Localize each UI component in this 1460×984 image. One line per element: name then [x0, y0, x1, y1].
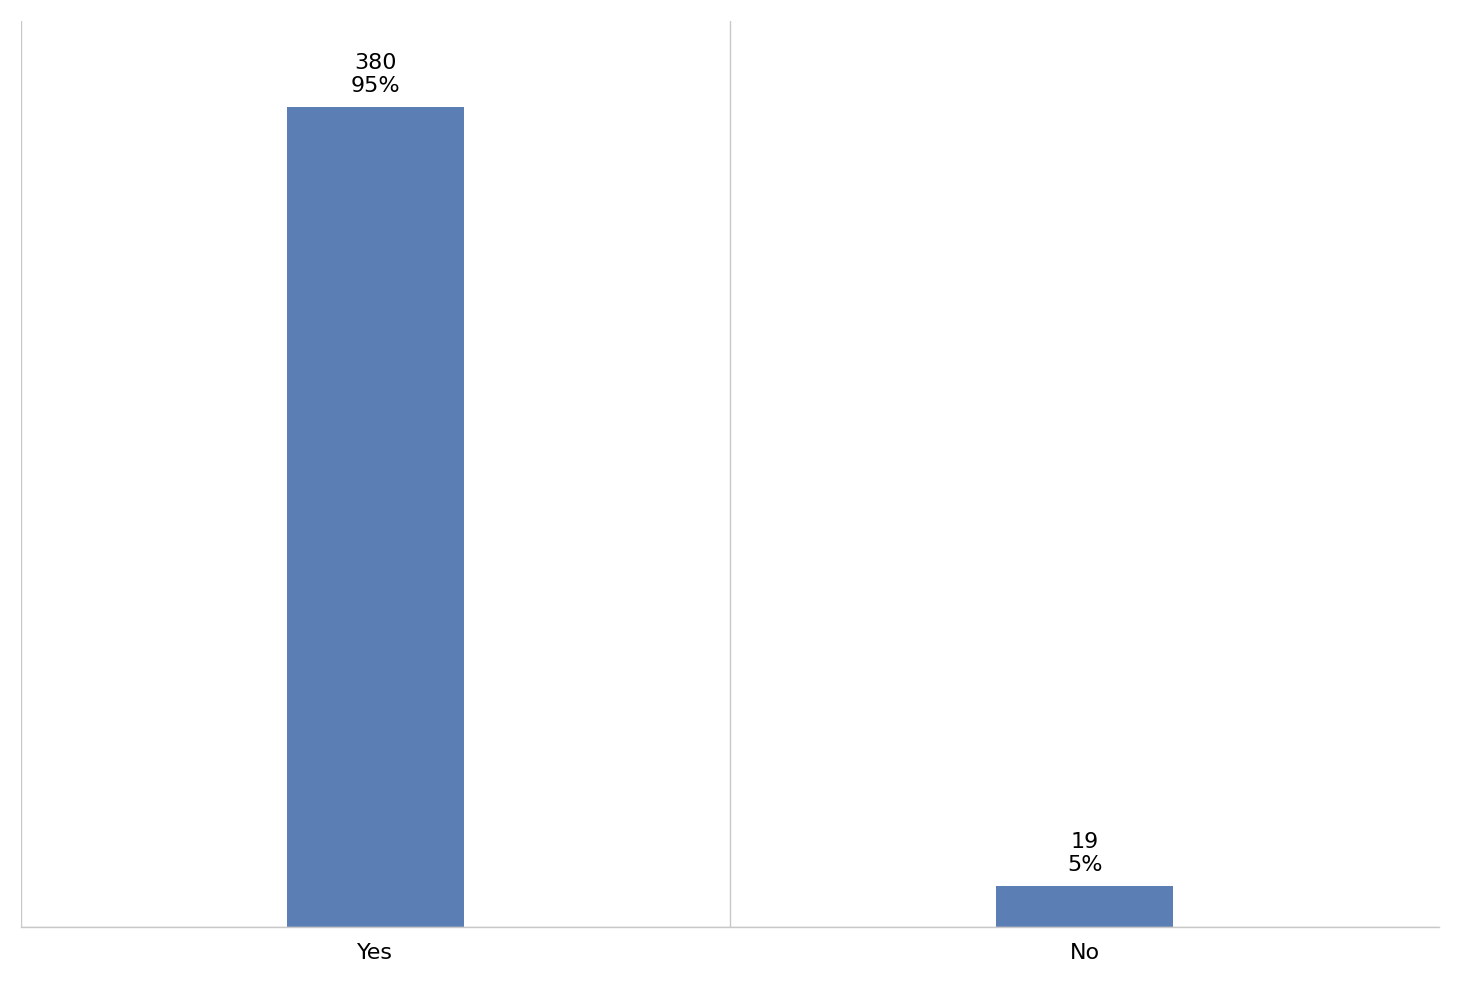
Text: 19
5%: 19 5% — [1067, 831, 1102, 875]
Text: 380
95%: 380 95% — [350, 53, 400, 96]
Bar — [996, 886, 1174, 927]
Bar — [286, 107, 464, 927]
